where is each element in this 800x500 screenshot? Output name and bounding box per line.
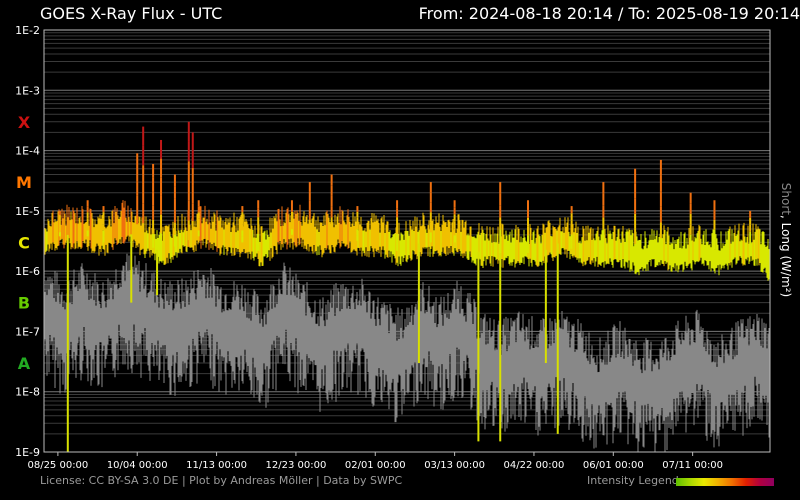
x-tick-label: 07/11 00:00 <box>662 460 723 471</box>
flare-class-label: M <box>16 173 32 192</box>
x-tick-label: 06/01 00:00 <box>583 460 644 471</box>
x-tick-label: 10/04 00:00 <box>107 460 168 471</box>
flare-class-labels: X M C B A <box>16 113 32 373</box>
x-axis-ticks: 08/25 00:00 10/04 00:00 11/13 00:00 12/23 0… <box>27 452 723 471</box>
x-tick-label: 11/13 00:00 <box>186 460 247 471</box>
flare-class-label: B <box>18 294 30 313</box>
y-axis-label: Short, Long (W/m²) <box>779 183 793 297</box>
long-series <box>43 200 771 281</box>
plot-frame <box>43 29 771 453</box>
y-tick-label: 1E-3 <box>15 84 40 97</box>
y-tick-label: 1E-2 <box>15 24 40 37</box>
intensity-legend-bar <box>676 478 774 486</box>
x-tick-label: 02/01 00:00 <box>345 460 406 471</box>
flare-class-label: X <box>18 113 31 132</box>
date-range: From: 2024-08-18 20:14 / To: 2025-08-19 … <box>418 4 800 23</box>
flare-class-label: C <box>18 233 30 252</box>
x-tick-label: 04/22 00:00 <box>504 460 565 471</box>
short-series <box>43 253 771 452</box>
x-tick-label: 03/13 00:00 <box>424 460 485 471</box>
y-tick-label: 1E-5 <box>15 205 40 218</box>
y-axis-ticks: 1E-2 1E-3 1E-4 1E-5 1E-6 1E-7 1E-8 1E-9 <box>15 24 40 459</box>
chart-title: GOES X-Ray Flux - UTC <box>40 4 223 23</box>
flare-spikes <box>58 121 752 452</box>
y-tick-label: 1E-4 <box>15 145 40 158</box>
y-tick-label: 1E-8 <box>15 386 40 399</box>
x-tick-label: 08/25 00:00 <box>27 460 88 471</box>
flare-class-label: A <box>18 354 31 373</box>
y-tick-label: 1E-9 <box>15 446 40 459</box>
y-tick-label: 1E-6 <box>15 265 40 278</box>
y-axis-label-short: Short <box>779 182 793 215</box>
y-axis-label-long: , Long (W/m²) <box>779 214 793 298</box>
license-credit: License: CC BY-SA 3.0 DE | Plot by Andre… <box>40 474 403 487</box>
x-tick-label: 12/23 00:00 <box>266 460 327 471</box>
intensity-legend-label: Intensity Legend <box>587 474 679 487</box>
y-tick-label: 1E-7 <box>15 325 40 338</box>
